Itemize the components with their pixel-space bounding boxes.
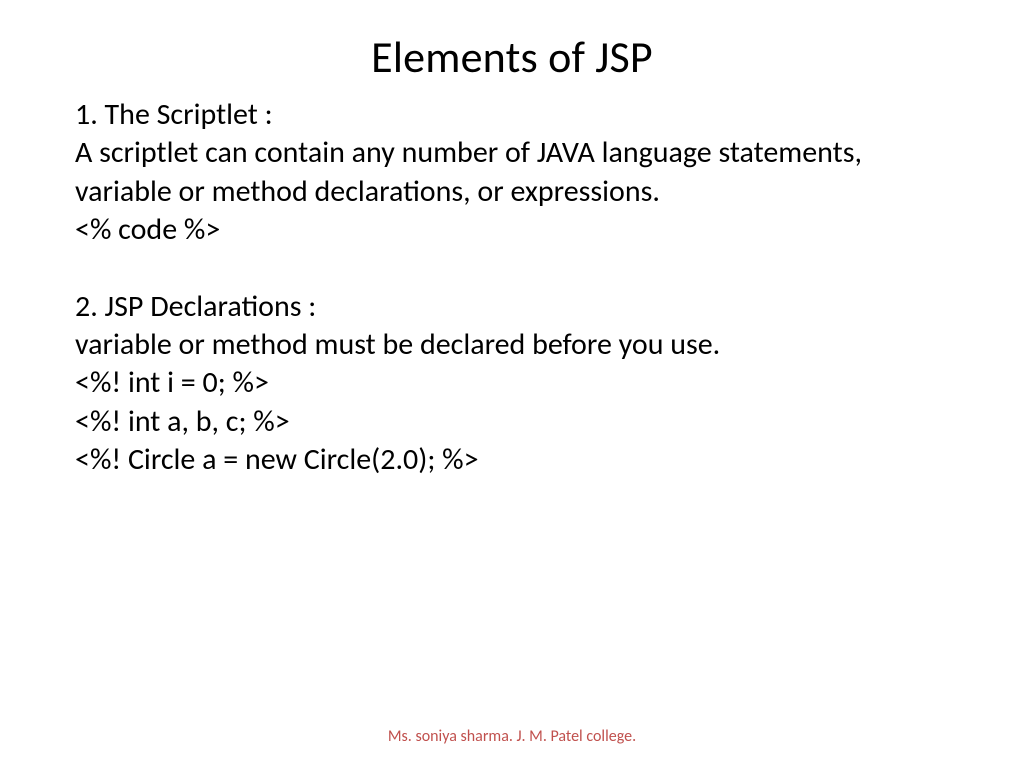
slide-container: Elements of JSP 1. The Scriptlet : A scr… xyxy=(0,0,1024,768)
section1-code: <% code %> xyxy=(75,211,949,249)
section2-code-line1: <%! int i = 0; %> xyxy=(75,364,949,402)
section1-description: A scriptlet can contain any number of JA… xyxy=(75,134,949,211)
section2-description: variable or method must be declared befo… xyxy=(75,326,949,364)
section1-heading: 1. The Scriptlet : xyxy=(75,96,949,134)
section2-heading: 2. JSP Declarations : xyxy=(75,288,949,326)
slide-title: Elements of JSP xyxy=(75,30,949,84)
slide-footer: Ms. soniya sharma. J. M. Patel college. xyxy=(0,727,1024,746)
spacer xyxy=(75,250,949,288)
section2-code-line3: <%! Circle a = new Circle(2.0); %> xyxy=(75,441,949,479)
slide-body: 1. The Scriptlet : A scriptlet can conta… xyxy=(75,96,949,480)
section2-code-line2: <%! int a, b, c; %> xyxy=(75,403,949,441)
